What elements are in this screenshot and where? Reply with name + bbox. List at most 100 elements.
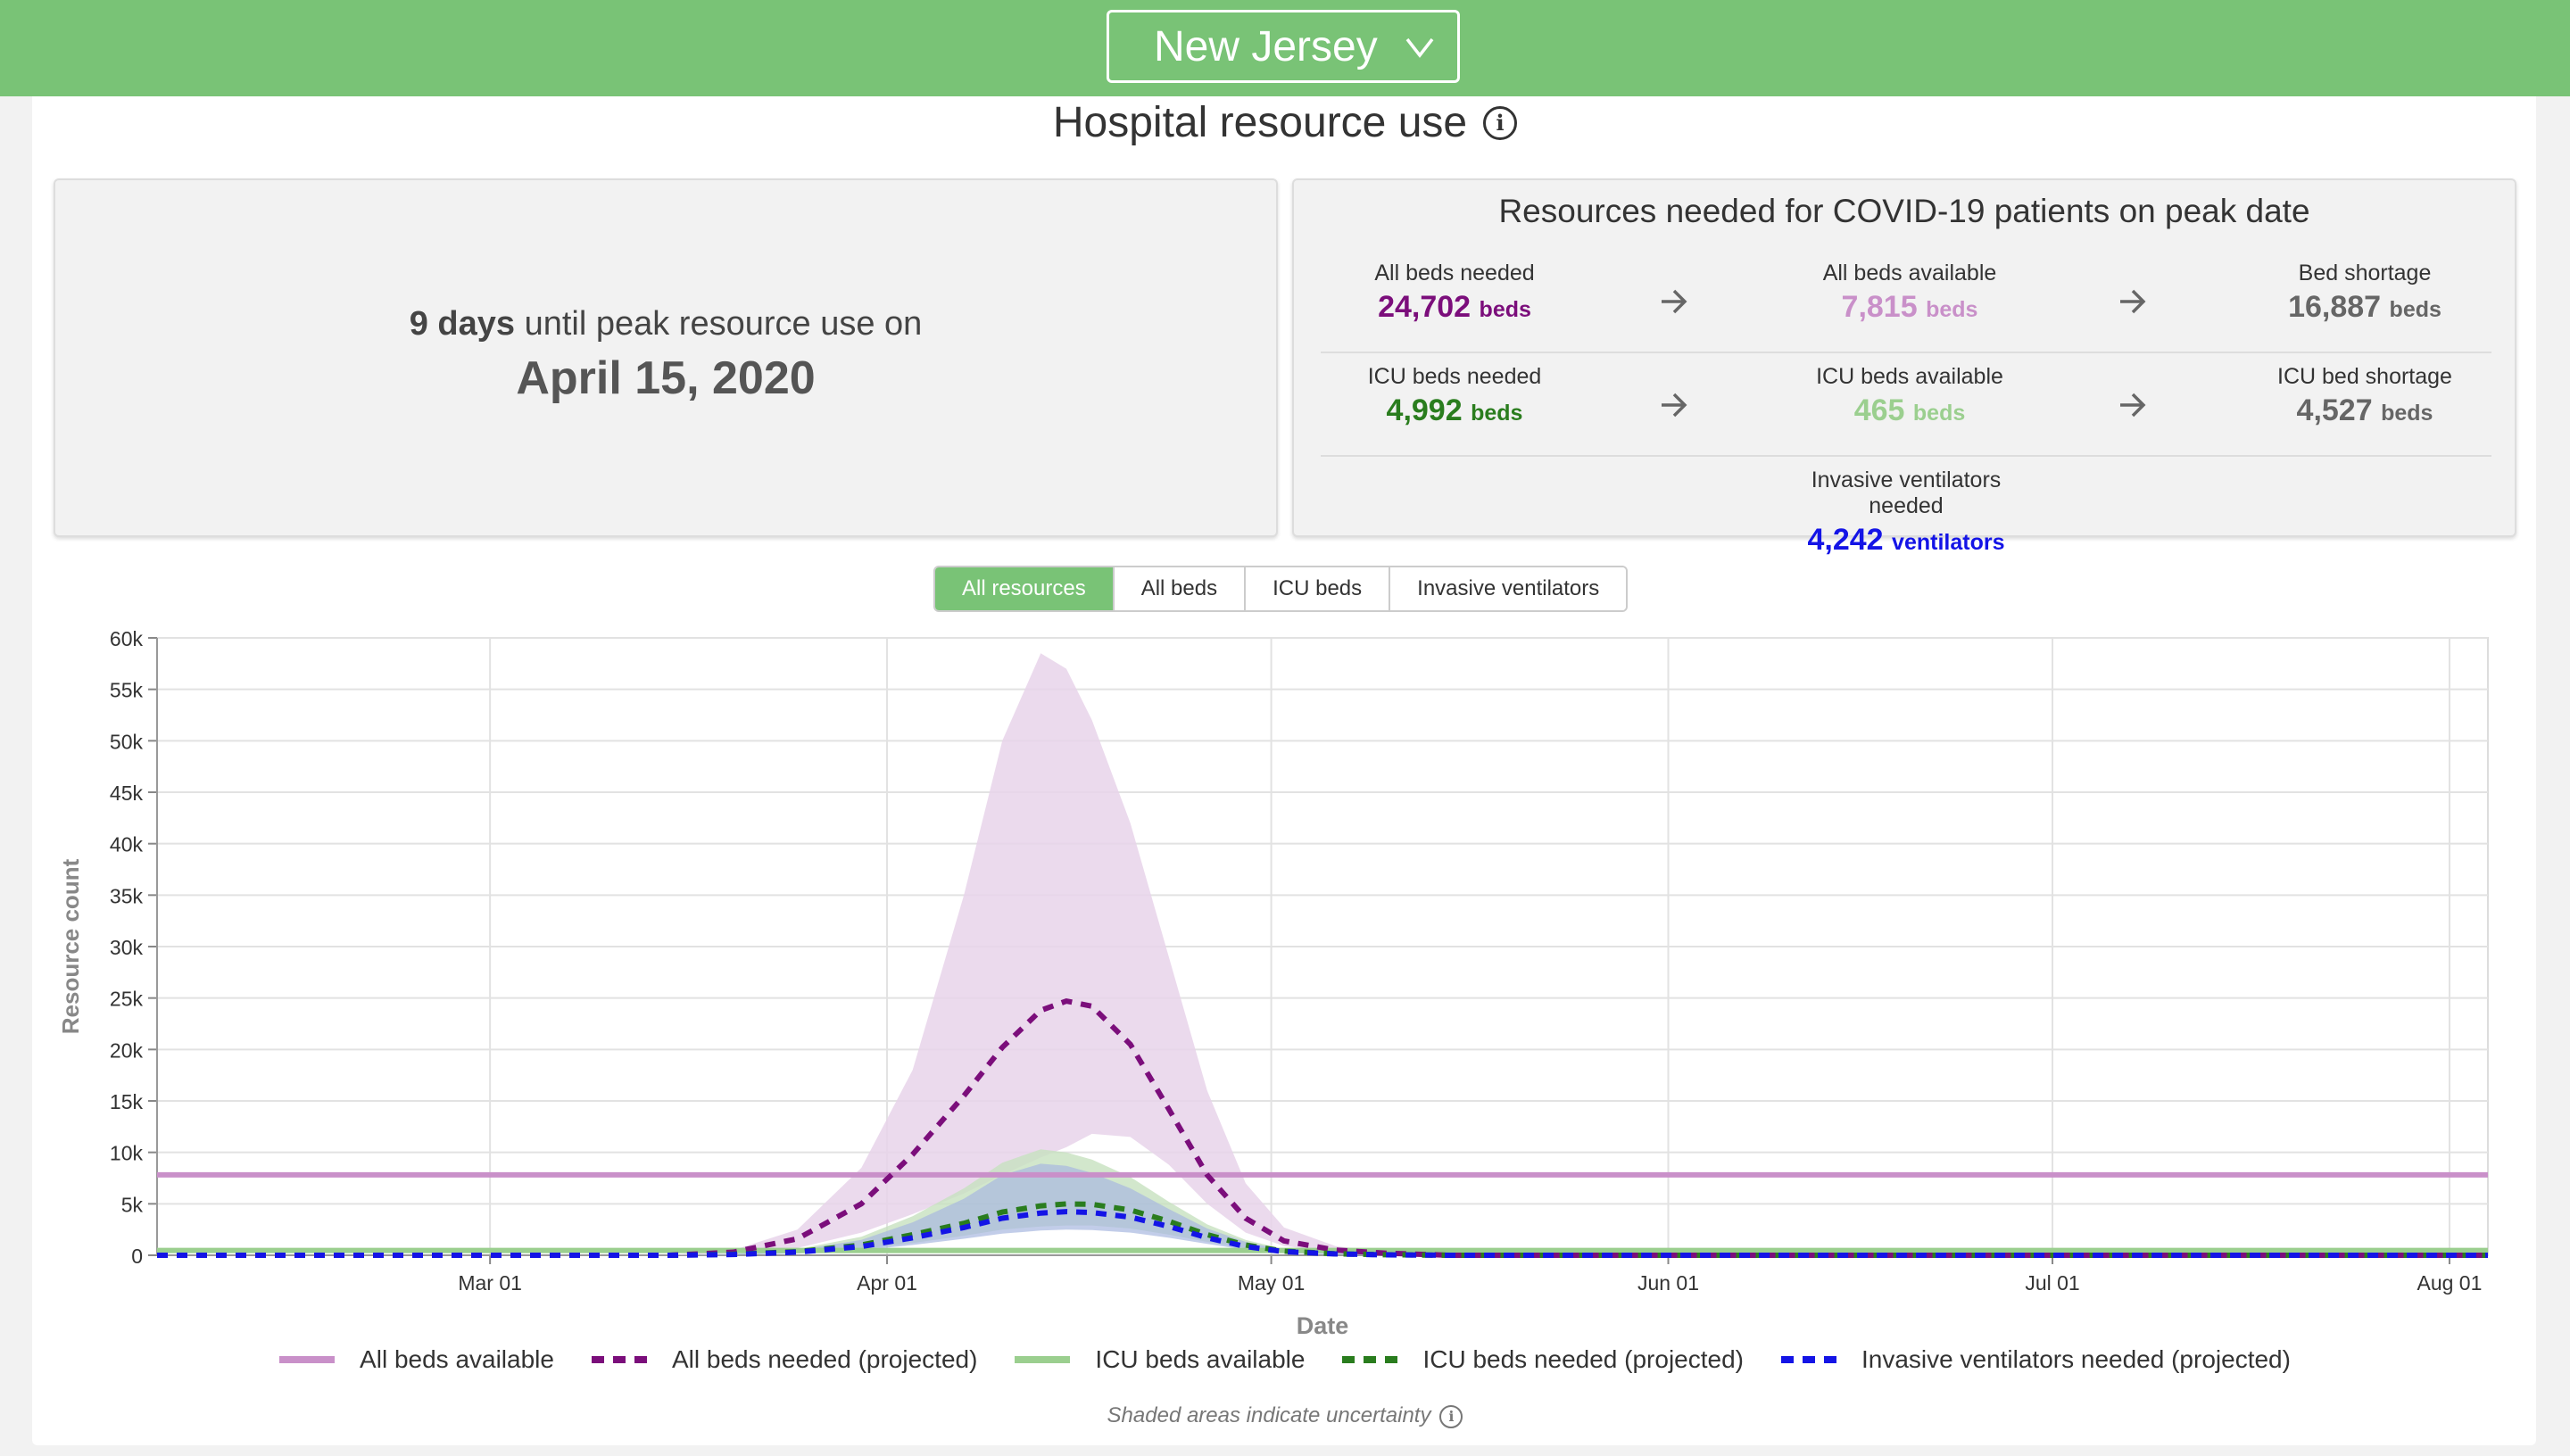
peak-text: until peak resource use on [524, 305, 923, 343]
arrow-right-icon [1662, 289, 1687, 314]
resource-tabs: All resources All beds ICU beds Invasive… [933, 566, 1629, 612]
icu-beds-needed: ICU beds needed 4,992 beds [1321, 352, 1588, 428]
days-until-peak: 9 days until peak resource use on [55, 305, 1276, 343]
legend-item-all-beds-available[interactable]: All beds available [279, 1345, 554, 1374]
y-tick-label: 30k [110, 936, 144, 959]
ventilators-needed-label: Invasive ventilators needed [1811, 467, 2002, 518]
icu-beds-available-value: 465 beds [1776, 393, 2044, 428]
legend-label: ICU beds needed (projected) [1422, 1345, 1744, 1373]
page-title-row: Hospital resource use i [0, 98, 2570, 147]
legend-swatch [1342, 1356, 1398, 1363]
x-tick-label: Mar 01 [458, 1271, 522, 1295]
top-bar: New Jersey [0, 0, 2570, 96]
y-tick-label: 50k [110, 730, 144, 753]
all-beds-needed-number: 24,702 [1378, 290, 1472, 324]
icu-bed-shortage: ICU bed shortage 4,527 beds [2231, 352, 2499, 428]
all-beds-available: All beds available 7,815 beds [1776, 248, 2044, 325]
chart-legend: All beds available All beds needed (proj… [0, 1345, 2570, 1374]
icu-beds-needed-label: ICU beds needed [1367, 364, 1542, 389]
info-icon[interactable]: i [1439, 1404, 1463, 1428]
peak-date-panel: 9 days until peak resource use on April … [54, 178, 1278, 537]
x-axis-title: Date [1297, 1312, 1349, 1338]
resources-title: Resources needed for COVID-19 patients o… [1498, 193, 2310, 229]
uncertainty-footnote: Shaded areas indicate uncertainty i [0, 1403, 2570, 1428]
icu-bed-shortage-label: ICU bed shortage [2277, 364, 2452, 389]
y-tick-label: 5k [121, 1193, 144, 1216]
icu-beds-needed-value: 4,992 beds [1321, 393, 1588, 428]
legend-swatch [279, 1356, 336, 1363]
state-dropdown-label: New Jersey [1154, 22, 1378, 70]
arrow-right-icon [2120, 393, 2146, 418]
legend-label: All beds available [360, 1345, 554, 1373]
y-axis-title: Resource count [57, 858, 84, 1034]
y-tick-label: 15k [110, 1090, 144, 1113]
tab-all-resources[interactable]: All resources [935, 567, 1113, 610]
bed-shortage: Bed shortage 16,887 beds [2231, 248, 2499, 325]
all-beds-uncertainty-band [157, 653, 2488, 1255]
y-tick-label: 0 [131, 1245, 143, 1268]
ventilator-row: Invasive ventilators needed 4,242 ventil… [1321, 455, 2491, 558]
y-tick-label: 10k [110, 1142, 144, 1165]
icu-bed-shortage-value: 4,527 beds [2231, 393, 2499, 428]
info-icon[interactable]: i [1483, 105, 1518, 140]
x-tick-label: Jun 01 [1637, 1271, 1699, 1295]
tab-invasive-ventilators[interactable]: Invasive ventilators [1389, 567, 1627, 610]
tab-all-beds[interactable]: All beds [1112, 567, 1245, 610]
all-beds-available-number: 7,815 [1841, 290, 1918, 324]
y-tick-label: 55k [110, 679, 144, 702]
icu-beds-available-label: ICU beds available [1816, 364, 2003, 389]
all-beds-needed: All beds needed 24,702 beds [1321, 248, 1588, 325]
icu-beds-needed-unit: beds [1471, 401, 1523, 426]
icu-row: ICU beds needed 4,992 beds ICU beds avai… [1321, 352, 2491, 457]
footnote-text: Shaded areas indicate uncertainty [1107, 1403, 1431, 1427]
arrow-right-icon [2120, 289, 2146, 314]
chevron-down-icon [1405, 37, 1434, 58]
ventilators-needed-unit: ventilators [1892, 530, 2005, 555]
tab-icu-beds[interactable]: ICU beds [1244, 567, 1389, 610]
all-beds-needed-value: 24,702 beds [1321, 290, 1588, 325]
all-beds-needed-line [157, 997, 2488, 1258]
icu-bed-shortage-unit: beds [2381, 401, 2433, 426]
icu-beds-uncertainty-band [157, 1149, 2488, 1255]
x-tick-label: Apr 01 [857, 1271, 917, 1295]
icu-beds-available-unit: beds [1912, 401, 1966, 426]
x-tick-label: Jul 01 [2025, 1271, 2079, 1295]
legend-item-ventilators-needed[interactable]: Invasive ventilators needed (projected) [1781, 1345, 2291, 1374]
ventilators-needed-number: 4,242 [1807, 523, 1884, 557]
days-count: 9 [409, 305, 428, 343]
y-tick-label: 40k [110, 833, 144, 856]
legend-label: All beds needed (projected) [671, 1345, 978, 1373]
peak-date: April 15, 2020 [516, 352, 816, 404]
legend-label: Invasive ventilators needed (projected) [1861, 1345, 2291, 1373]
ventilators-needed-line [157, 1209, 2488, 1258]
y-tick-label: 20k [110, 1038, 144, 1062]
icu-beds-available-number: 465 [1853, 393, 1905, 427]
all-beds-available-value: 7,815 beds [1776, 290, 2044, 325]
bed-shortage-label: Bed shortage [2298, 261, 2432, 285]
y-tick-label: 45k [110, 782, 144, 805]
resource-chart: 0 5k 10k 15k 20k 25k 30k 35k 40k 45k 50k 55k 60k Mar … [57, 627, 2489, 1338]
icu-bed-shortage-number: 4,527 [2296, 393, 2373, 427]
bed-shortage-value: 16,887 beds [2231, 290, 2499, 325]
beds-row: All beds needed 24,702 beds All beds ava… [1321, 248, 2491, 353]
legend-item-icu-beds-available[interactable]: ICU beds available [1015, 1345, 1305, 1374]
x-tick-label: Aug 01 [2417, 1271, 2482, 1295]
legend-swatch [591, 1356, 647, 1363]
all-beds-available-label: All beds available [1822, 261, 1997, 285]
days-word: days [437, 305, 516, 343]
y-tick-label: 25k [110, 988, 144, 1011]
legend-swatch [1015, 1356, 1071, 1363]
legend-label: ICU beds available [1095, 1345, 1306, 1373]
bed-shortage-unit: beds [2389, 297, 2442, 322]
all-beds-needed-unit: beds [1479, 297, 1531, 322]
ventilators-needed: Invasive ventilators needed 4,242 ventil… [1772, 455, 2040, 558]
all-beds-available-unit: beds [1926, 297, 1978, 322]
state-dropdown[interactable]: New Jersey [1107, 10, 1460, 83]
arrow-right-icon [1662, 393, 1687, 418]
y-tick-label: 35k [110, 884, 144, 907]
page-title: Hospital resource use [1052, 99, 1468, 146]
legend-item-icu-beds-needed[interactable]: ICU beds needed (projected) [1342, 1345, 1744, 1374]
all-beds-needed-label: All beds needed [1374, 261, 1535, 285]
icu-beds-needed-number: 4,992 [1386, 393, 1463, 427]
legend-item-all-beds-needed[interactable]: All beds needed (projected) [591, 1345, 978, 1374]
